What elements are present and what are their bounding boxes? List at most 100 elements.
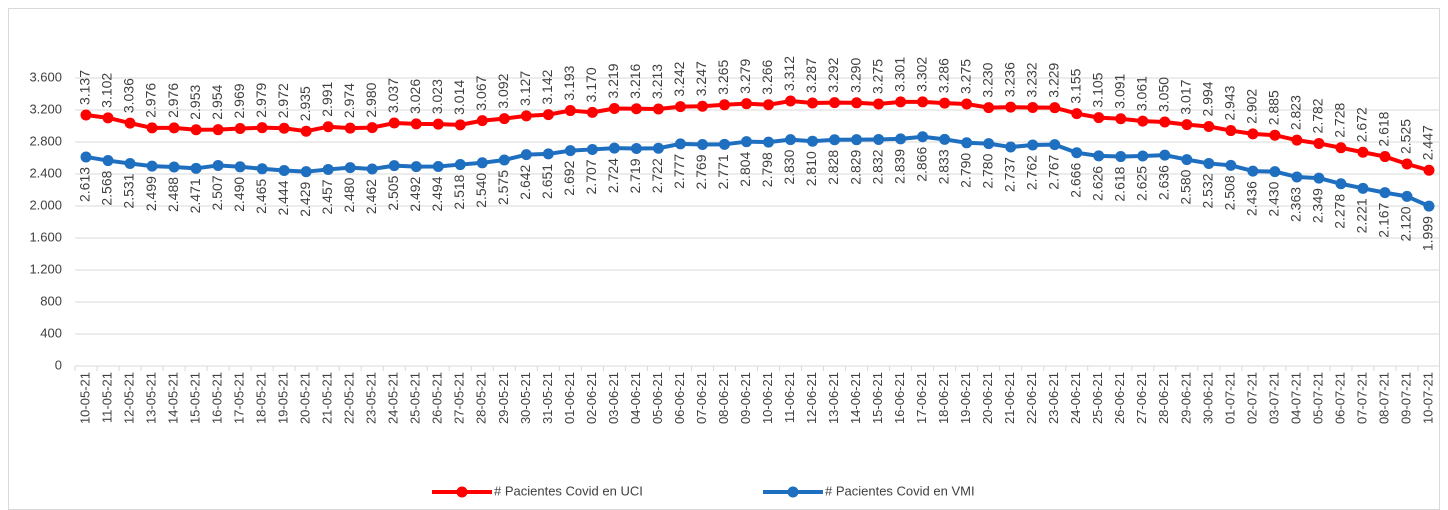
data-label: 3.142 [539,69,555,104]
x-tick-label: 04-07-21 [1288,372,1303,424]
x-tick-label: 05-07-21 [1310,372,1325,424]
point [1335,142,1347,154]
point [1357,182,1369,194]
data-label: 2.829 [847,149,863,184]
data-label: 3.312 [781,56,797,91]
point [652,103,664,115]
point [718,138,730,150]
data-label: 1.999 [1420,216,1436,251]
point [895,133,907,145]
x-tick-label: 06-07-21 [1332,372,1347,424]
point [873,133,885,145]
point [939,97,951,109]
data-label: 2.762 [1023,155,1039,190]
point [1115,151,1127,163]
point [917,96,929,108]
point [630,142,642,154]
data-label: 2.490 [231,177,247,212]
data-label: 2.494 [429,176,445,211]
data-label: 3.155 [1067,68,1083,103]
data-label: 2.722 [649,158,665,193]
point [146,160,158,172]
point [586,143,598,155]
point [1291,171,1303,183]
point [124,158,136,170]
data-label: 2.828 [825,150,841,185]
point [344,162,356,174]
data-label: 2.613 [77,167,93,202]
point [476,115,488,127]
point [564,105,576,117]
x-tick-label: 19-06-21 [958,372,973,424]
data-label: 2.457 [319,179,335,214]
point [1137,115,1149,127]
point [630,103,642,115]
data-label: 2.953 [187,85,203,120]
data-label: 2.692 [561,160,577,195]
y-tick-label: 1.200 [29,261,62,276]
point [300,166,312,178]
point [520,149,532,161]
x-tick-label: 07-07-21 [1354,372,1369,424]
data-label: 2.866 [913,147,929,182]
data-label: 2.507 [209,175,225,210]
x-tick-label: 01-07-21 [1222,372,1237,424]
point [961,98,973,110]
data-label: 3.247 [693,61,709,96]
point [366,122,378,134]
data-label: 2.462 [363,179,379,214]
x-tick-label: 28-05-21 [474,372,489,424]
x-tick-label: 20-05-21 [298,372,313,424]
x-tick-label: 17-06-21 [914,372,929,424]
legend-label: # Pacientes Covid en UCI [494,483,643,498]
data-label: 3.014 [451,80,467,115]
data-label: 2.980 [363,82,379,117]
data-label: 3.275 [869,59,885,94]
x-tick-label: 15-05-21 [188,372,203,424]
x-tick-label: 14-06-21 [848,372,863,424]
point [432,118,444,130]
point [1269,166,1281,178]
data-label: 3.105 [1089,72,1105,107]
point [939,133,951,145]
data-label: 2.436 [1244,181,1260,216]
point [1159,149,1171,161]
x-tick-label: 27-06-21 [1134,372,1149,424]
data-label: 2.488 [165,177,181,212]
data-label: 2.976 [165,83,181,118]
data-label: 2.823 [1288,95,1304,130]
point [454,119,466,131]
data-label: 2.636 [1156,165,1172,200]
x-tick-label: 14-05-21 [166,372,181,424]
point [168,161,180,173]
y-tick-label: 3.200 [29,101,62,116]
x-tick-label: 25-05-21 [408,372,423,424]
point [917,131,929,143]
data-label: 3.092 [495,73,511,108]
point [674,138,686,150]
data-label: 3.292 [825,57,841,92]
data-label: 2.832 [869,149,885,184]
point [388,117,400,129]
data-label: 2.839 [891,149,907,184]
data-label: 3.170 [583,67,599,102]
data-label: 2.447 [1420,125,1436,160]
data-label: 2.363 [1288,187,1304,222]
x-tick-label: 07-06-21 [694,372,709,424]
data-label: 3.037 [385,78,401,113]
x-tick-label: 16-06-21 [892,372,907,424]
point [851,134,863,146]
point [608,102,620,114]
data-label: 3.127 [517,71,533,106]
point [763,99,775,111]
x-tick-label: 21-05-21 [320,372,335,424]
data-label: 2.642 [517,164,533,199]
data-label: 2.777 [671,154,687,189]
point [498,113,510,125]
point [256,122,268,134]
x-tick-label: 05-06-21 [650,372,665,424]
point [652,142,664,154]
y-tick-label: 2.800 [29,133,62,148]
x-tick-label: 03-07-21 [1266,372,1281,424]
legend-marker [456,486,468,498]
